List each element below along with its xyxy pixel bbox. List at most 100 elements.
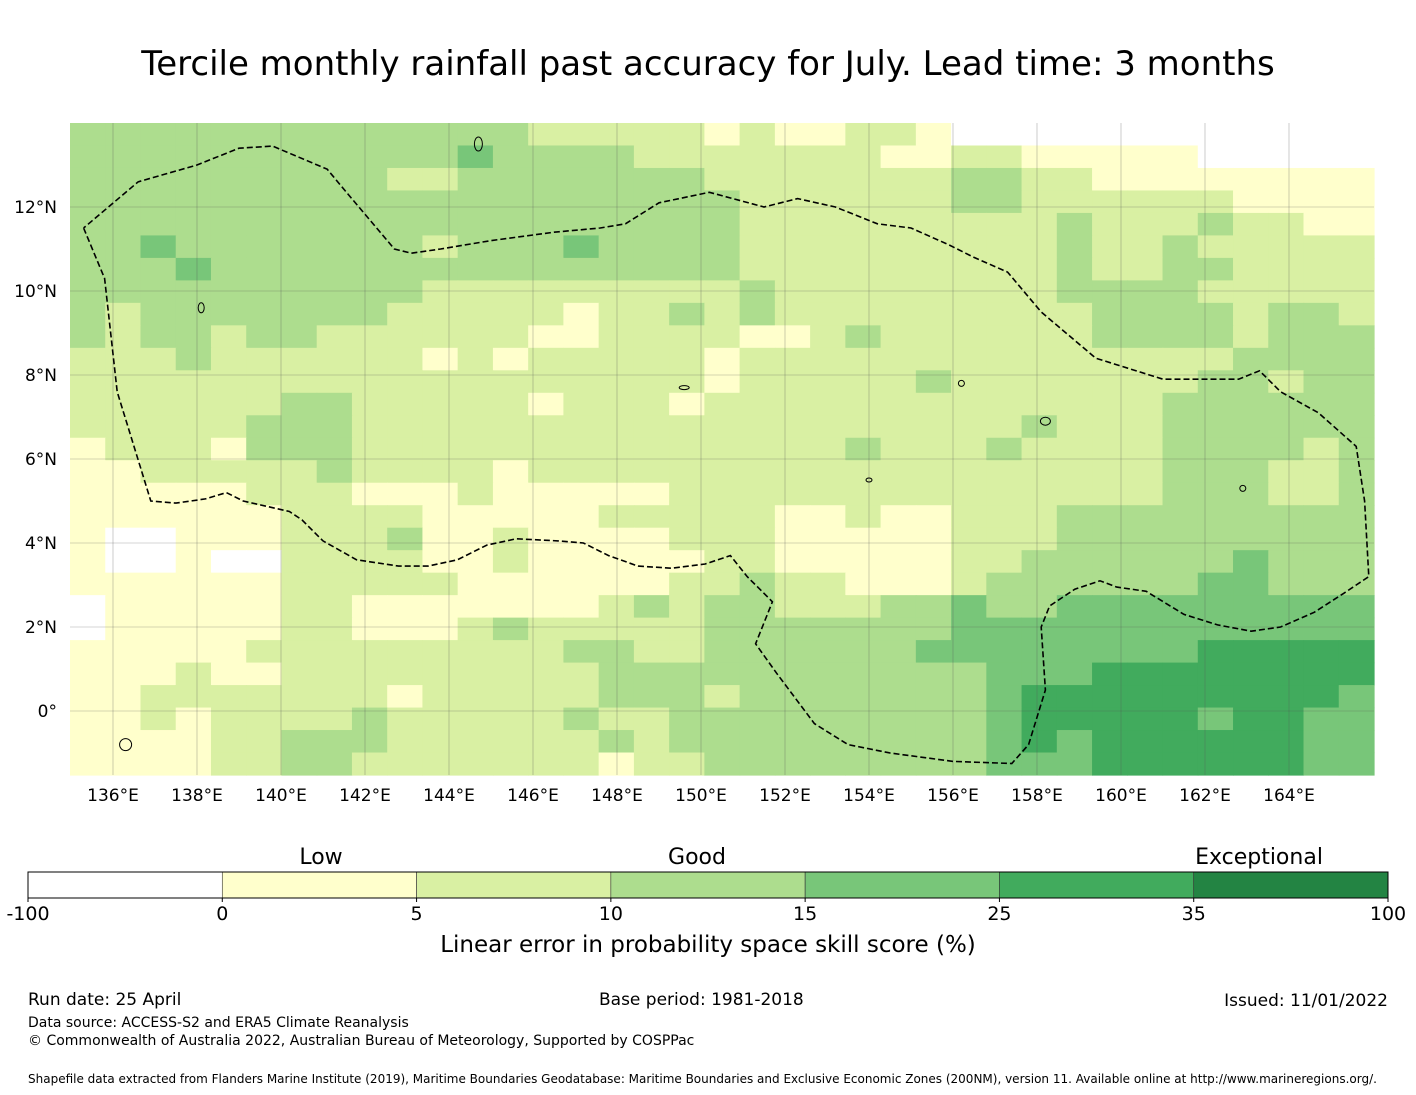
skill-cell [598, 482, 635, 506]
skill-cell [1197, 145, 1234, 169]
skill-cell [492, 370, 529, 394]
skill-cell [387, 212, 424, 237]
skill-cell [1162, 212, 1199, 237]
longitude-tick-label: 148°E [591, 786, 643, 806]
skill-cell [633, 752, 670, 776]
skill-cell [845, 505, 882, 529]
skill-cell [316, 550, 353, 574]
skill-cell [140, 550, 177, 574]
skill-cell [669, 527, 705, 551]
skill-cell [1162, 235, 1199, 259]
skill-cell [1162, 707, 1199, 731]
skill-cell [1162, 505, 1199, 529]
skill-cell [563, 123, 600, 147]
skill-cell [351, 437, 388, 461]
skill-cell [563, 280, 600, 304]
skill-cell [105, 167, 142, 192]
skill-cell [457, 123, 494, 147]
latitude-tick-label: 6°N [25, 450, 57, 470]
data-source: Data source: ACCESS-S2 and ERA5 Climate … [28, 1015, 409, 1031]
skill-cell [669, 302, 705, 326]
skill-cell [210, 550, 247, 574]
skill-cell [1303, 415, 1340, 439]
skill-cell [1092, 730, 1128, 754]
skill-cell [1021, 123, 1058, 147]
skill-cell [598, 415, 635, 439]
skill-cell [387, 145, 424, 169]
skill-cell [175, 123, 212, 147]
skill-cell [528, 482, 565, 506]
skill-cell [563, 482, 600, 506]
skill-cell [1338, 280, 1375, 304]
island-outline [1039, 416, 1051, 426]
skill-cell [387, 167, 424, 192]
skill-cell [316, 752, 353, 776]
skill-cell [1021, 595, 1058, 619]
skill-cell [1233, 280, 1269, 304]
skill-cell [739, 325, 776, 349]
skill-cell [1197, 550, 1234, 574]
skill-cell [1092, 415, 1128, 439]
skill-cell [105, 640, 142, 664]
skill-cell [210, 212, 247, 237]
skill-cell [1056, 685, 1093, 709]
colorbar-category-label: Good [668, 845, 726, 870]
skill-cell [1303, 145, 1340, 169]
skill-cell [633, 347, 670, 371]
skill-cell [563, 617, 600, 641]
skill-cell [175, 550, 212, 574]
skill-cell [1092, 482, 1128, 506]
island-outline [957, 379, 965, 387]
skill-cell [880, 730, 917, 754]
skill-cell [1162, 595, 1199, 619]
skill-cell [845, 347, 882, 371]
skill-cell [175, 685, 212, 709]
skill-cell [986, 257, 1023, 281]
skill-cell [1127, 235, 1164, 259]
skill-cell [598, 752, 635, 776]
skill-cell [739, 437, 776, 461]
skill-cell [457, 167, 494, 192]
skill-cell [1092, 370, 1128, 394]
skill-cell [633, 527, 670, 551]
skill-cell [880, 437, 917, 461]
skill-cell [704, 752, 741, 776]
skill-cell [845, 437, 882, 461]
skill-cell [210, 437, 247, 461]
skill-cell [880, 347, 917, 371]
skill-cell [140, 752, 177, 776]
skill-cell [492, 617, 529, 641]
skill-cell [880, 235, 917, 259]
skill-cell [1056, 752, 1093, 776]
skill-cell [704, 460, 741, 484]
skill-cell [1056, 212, 1093, 237]
skill-cell [492, 460, 529, 484]
skill-cell [1127, 482, 1164, 506]
skill-cell [915, 145, 952, 169]
skill-cell [175, 505, 212, 529]
skill-cell [140, 685, 177, 709]
skill-cell [1338, 257, 1375, 281]
skill-cell [915, 415, 952, 439]
skill-cell [598, 505, 635, 529]
skill-cell [105, 482, 142, 506]
skill-cell [810, 212, 846, 237]
skill-cell [387, 617, 424, 641]
skill-cell [810, 460, 846, 484]
colorbar-tick-label: 10 [599, 903, 623, 925]
skill-cell [316, 437, 353, 461]
skill-cell [70, 572, 106, 596]
skill-cell [845, 617, 882, 641]
skill-cell [1197, 662, 1234, 686]
skill-cell [810, 415, 846, 439]
skill-cell [492, 347, 529, 371]
skill-cell [1303, 730, 1340, 754]
skill-cell [281, 752, 318, 776]
skill-cell [563, 257, 600, 281]
skill-cell [1233, 550, 1269, 574]
skill-cell [1092, 460, 1128, 484]
skill-cell [915, 280, 952, 304]
latitude-tick-label: 0° [38, 702, 57, 722]
skill-cell [633, 415, 670, 439]
skill-cell [774, 707, 811, 731]
